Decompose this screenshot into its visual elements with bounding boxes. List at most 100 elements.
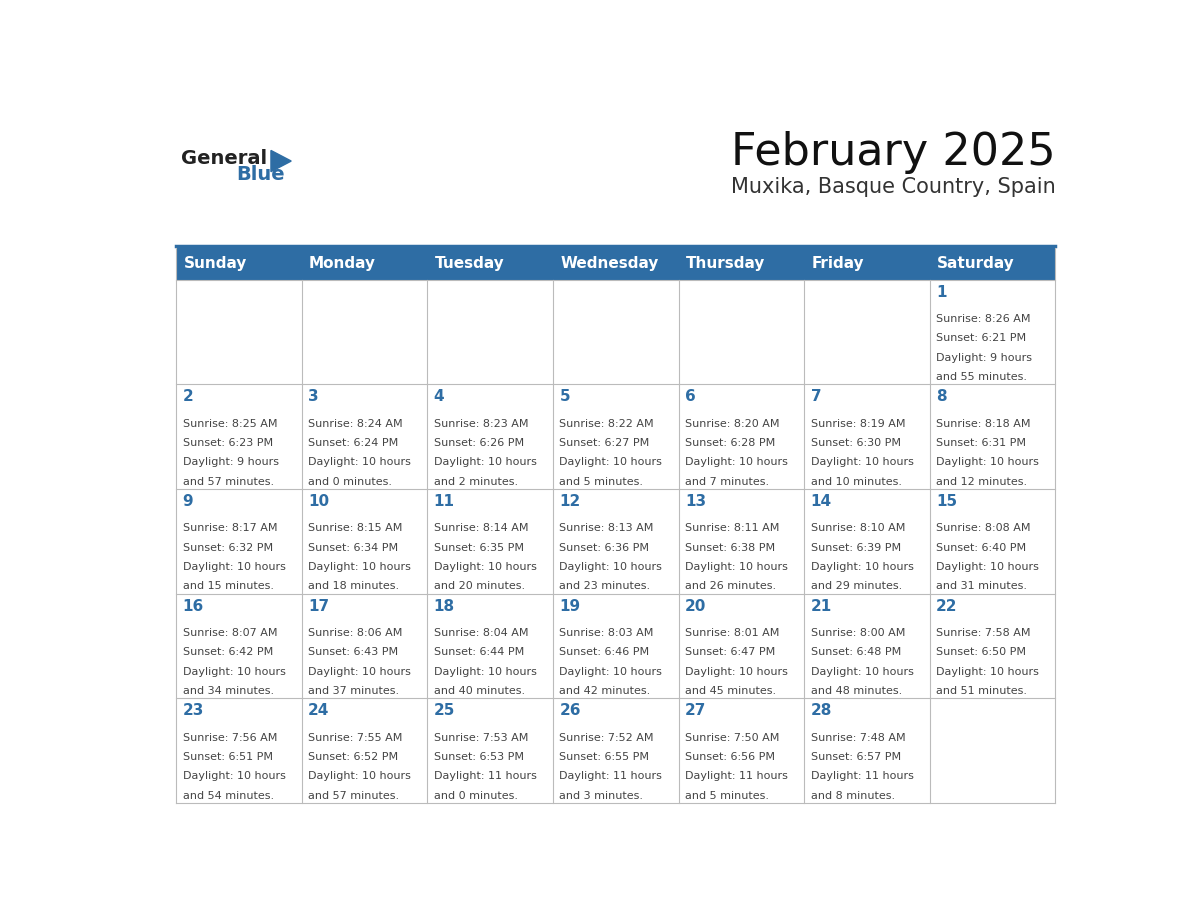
Text: Daylight: 10 hours: Daylight: 10 hours bbox=[183, 771, 285, 781]
Text: Sunset: 6:48 PM: Sunset: 6:48 PM bbox=[810, 647, 901, 657]
Text: Sunday: Sunday bbox=[183, 256, 247, 272]
Text: Sunset: 6:35 PM: Sunset: 6:35 PM bbox=[434, 543, 524, 553]
Text: Sunrise: 8:06 AM: Sunrise: 8:06 AM bbox=[308, 628, 403, 638]
Text: and 15 minutes.: and 15 minutes. bbox=[183, 581, 273, 591]
Text: Sunset: 6:42 PM: Sunset: 6:42 PM bbox=[183, 647, 273, 657]
Text: and 3 minutes.: and 3 minutes. bbox=[560, 790, 644, 800]
Text: 24: 24 bbox=[308, 703, 329, 718]
Text: Thursday: Thursday bbox=[685, 256, 765, 272]
Text: 3: 3 bbox=[308, 389, 318, 404]
Text: 22: 22 bbox=[936, 599, 958, 613]
Text: Blue: Blue bbox=[236, 165, 285, 185]
Text: and 42 minutes.: and 42 minutes. bbox=[560, 686, 651, 696]
Bar bbox=[176, 248, 1055, 280]
Text: February 2025: February 2025 bbox=[731, 131, 1055, 174]
Text: Sunset: 6:40 PM: Sunset: 6:40 PM bbox=[936, 543, 1026, 553]
Bar bbox=[176, 699, 1055, 803]
Text: Sunrise: 7:53 AM: Sunrise: 7:53 AM bbox=[434, 733, 529, 743]
Text: Sunset: 6:23 PM: Sunset: 6:23 PM bbox=[183, 438, 273, 448]
Text: and 7 minutes.: and 7 minutes. bbox=[685, 476, 769, 487]
Text: Daylight: 10 hours: Daylight: 10 hours bbox=[308, 562, 411, 572]
Text: 28: 28 bbox=[810, 703, 832, 718]
Text: 26: 26 bbox=[560, 703, 581, 718]
Text: Sunrise: 7:52 AM: Sunrise: 7:52 AM bbox=[560, 733, 653, 743]
Text: and 37 minutes.: and 37 minutes. bbox=[308, 686, 399, 696]
Text: Daylight: 10 hours: Daylight: 10 hours bbox=[434, 562, 537, 572]
Text: 7: 7 bbox=[810, 389, 821, 404]
Text: Sunrise: 7:58 AM: Sunrise: 7:58 AM bbox=[936, 628, 1031, 638]
Text: 14: 14 bbox=[810, 494, 832, 509]
Text: General: General bbox=[181, 149, 267, 168]
Text: Sunrise: 8:19 AM: Sunrise: 8:19 AM bbox=[810, 419, 905, 429]
Text: Sunset: 6:57 PM: Sunset: 6:57 PM bbox=[810, 752, 901, 762]
Polygon shape bbox=[271, 151, 291, 172]
Text: Sunset: 6:27 PM: Sunset: 6:27 PM bbox=[560, 438, 650, 448]
Text: Daylight: 9 hours: Daylight: 9 hours bbox=[936, 353, 1032, 363]
Text: Sunset: 6:52 PM: Sunset: 6:52 PM bbox=[308, 752, 398, 762]
Text: Sunset: 6:56 PM: Sunset: 6:56 PM bbox=[685, 752, 775, 762]
Text: Sunset: 6:38 PM: Sunset: 6:38 PM bbox=[685, 543, 775, 553]
Text: Daylight: 9 hours: Daylight: 9 hours bbox=[183, 457, 278, 467]
Text: Sunrise: 8:03 AM: Sunrise: 8:03 AM bbox=[560, 628, 653, 638]
Text: Saturday: Saturday bbox=[937, 256, 1015, 272]
Text: Sunrise: 8:26 AM: Sunrise: 8:26 AM bbox=[936, 314, 1031, 324]
Text: and 23 minutes.: and 23 minutes. bbox=[560, 581, 651, 591]
Text: Daylight: 10 hours: Daylight: 10 hours bbox=[685, 562, 788, 572]
Text: Daylight: 11 hours: Daylight: 11 hours bbox=[685, 771, 788, 781]
Text: Daylight: 10 hours: Daylight: 10 hours bbox=[810, 666, 914, 677]
Text: Daylight: 10 hours: Daylight: 10 hours bbox=[560, 666, 662, 677]
Text: Sunset: 6:34 PM: Sunset: 6:34 PM bbox=[308, 543, 398, 553]
Text: and 34 minutes.: and 34 minutes. bbox=[183, 686, 273, 696]
Text: and 2 minutes.: and 2 minutes. bbox=[434, 476, 518, 487]
Text: and 45 minutes.: and 45 minutes. bbox=[685, 686, 776, 696]
Text: 15: 15 bbox=[936, 494, 958, 509]
Text: Daylight: 10 hours: Daylight: 10 hours bbox=[936, 457, 1040, 467]
Text: Daylight: 11 hours: Daylight: 11 hours bbox=[810, 771, 914, 781]
Text: and 18 minutes.: and 18 minutes. bbox=[308, 581, 399, 591]
Bar bbox=[176, 385, 1055, 489]
Text: and 57 minutes.: and 57 minutes. bbox=[308, 790, 399, 800]
Text: 16: 16 bbox=[183, 599, 204, 613]
Text: 21: 21 bbox=[810, 599, 832, 613]
Text: Sunset: 6:47 PM: Sunset: 6:47 PM bbox=[685, 647, 776, 657]
Text: 8: 8 bbox=[936, 389, 947, 404]
Text: and 0 minutes.: and 0 minutes. bbox=[434, 790, 518, 800]
Text: Daylight: 10 hours: Daylight: 10 hours bbox=[308, 666, 411, 677]
Text: Sunset: 6:46 PM: Sunset: 6:46 PM bbox=[560, 647, 650, 657]
Text: 27: 27 bbox=[685, 703, 707, 718]
Text: Daylight: 10 hours: Daylight: 10 hours bbox=[434, 666, 537, 677]
Text: 1: 1 bbox=[936, 285, 947, 300]
Text: Sunrise: 7:56 AM: Sunrise: 7:56 AM bbox=[183, 733, 277, 743]
Bar bbox=[176, 594, 1055, 699]
Text: 23: 23 bbox=[183, 703, 204, 718]
Text: Sunrise: 8:17 AM: Sunrise: 8:17 AM bbox=[183, 523, 277, 533]
Text: Daylight: 10 hours: Daylight: 10 hours bbox=[183, 666, 285, 677]
Text: Muxika, Basque Country, Spain: Muxika, Basque Country, Spain bbox=[731, 177, 1055, 197]
Text: 25: 25 bbox=[434, 703, 455, 718]
Bar bbox=[176, 489, 1055, 594]
Text: and 51 minutes.: and 51 minutes. bbox=[936, 686, 1028, 696]
Text: Daylight: 10 hours: Daylight: 10 hours bbox=[183, 562, 285, 572]
Text: Sunset: 6:55 PM: Sunset: 6:55 PM bbox=[560, 752, 650, 762]
Text: and 5 minutes.: and 5 minutes. bbox=[685, 790, 769, 800]
Text: Sunrise: 7:48 AM: Sunrise: 7:48 AM bbox=[810, 733, 905, 743]
Text: Sunrise: 8:11 AM: Sunrise: 8:11 AM bbox=[685, 523, 779, 533]
Text: Daylight: 10 hours: Daylight: 10 hours bbox=[936, 562, 1040, 572]
Text: Sunset: 6:26 PM: Sunset: 6:26 PM bbox=[434, 438, 524, 448]
Text: 18: 18 bbox=[434, 599, 455, 613]
Text: Sunset: 6:32 PM: Sunset: 6:32 PM bbox=[183, 543, 273, 553]
Text: and 48 minutes.: and 48 minutes. bbox=[810, 686, 902, 696]
Text: 13: 13 bbox=[685, 494, 706, 509]
Text: and 31 minutes.: and 31 minutes. bbox=[936, 581, 1028, 591]
Text: 11: 11 bbox=[434, 494, 455, 509]
Text: Sunrise: 8:24 AM: Sunrise: 8:24 AM bbox=[308, 419, 403, 429]
Text: 10: 10 bbox=[308, 494, 329, 509]
Text: Daylight: 10 hours: Daylight: 10 hours bbox=[810, 562, 914, 572]
Text: and 20 minutes.: and 20 minutes. bbox=[434, 581, 525, 591]
Text: Sunrise: 8:15 AM: Sunrise: 8:15 AM bbox=[308, 523, 403, 533]
Text: Daylight: 10 hours: Daylight: 10 hours bbox=[308, 771, 411, 781]
Text: 5: 5 bbox=[560, 389, 570, 404]
Text: Tuesday: Tuesday bbox=[435, 256, 505, 272]
Text: Monday: Monday bbox=[309, 256, 377, 272]
Text: Sunset: 6:39 PM: Sunset: 6:39 PM bbox=[810, 543, 901, 553]
